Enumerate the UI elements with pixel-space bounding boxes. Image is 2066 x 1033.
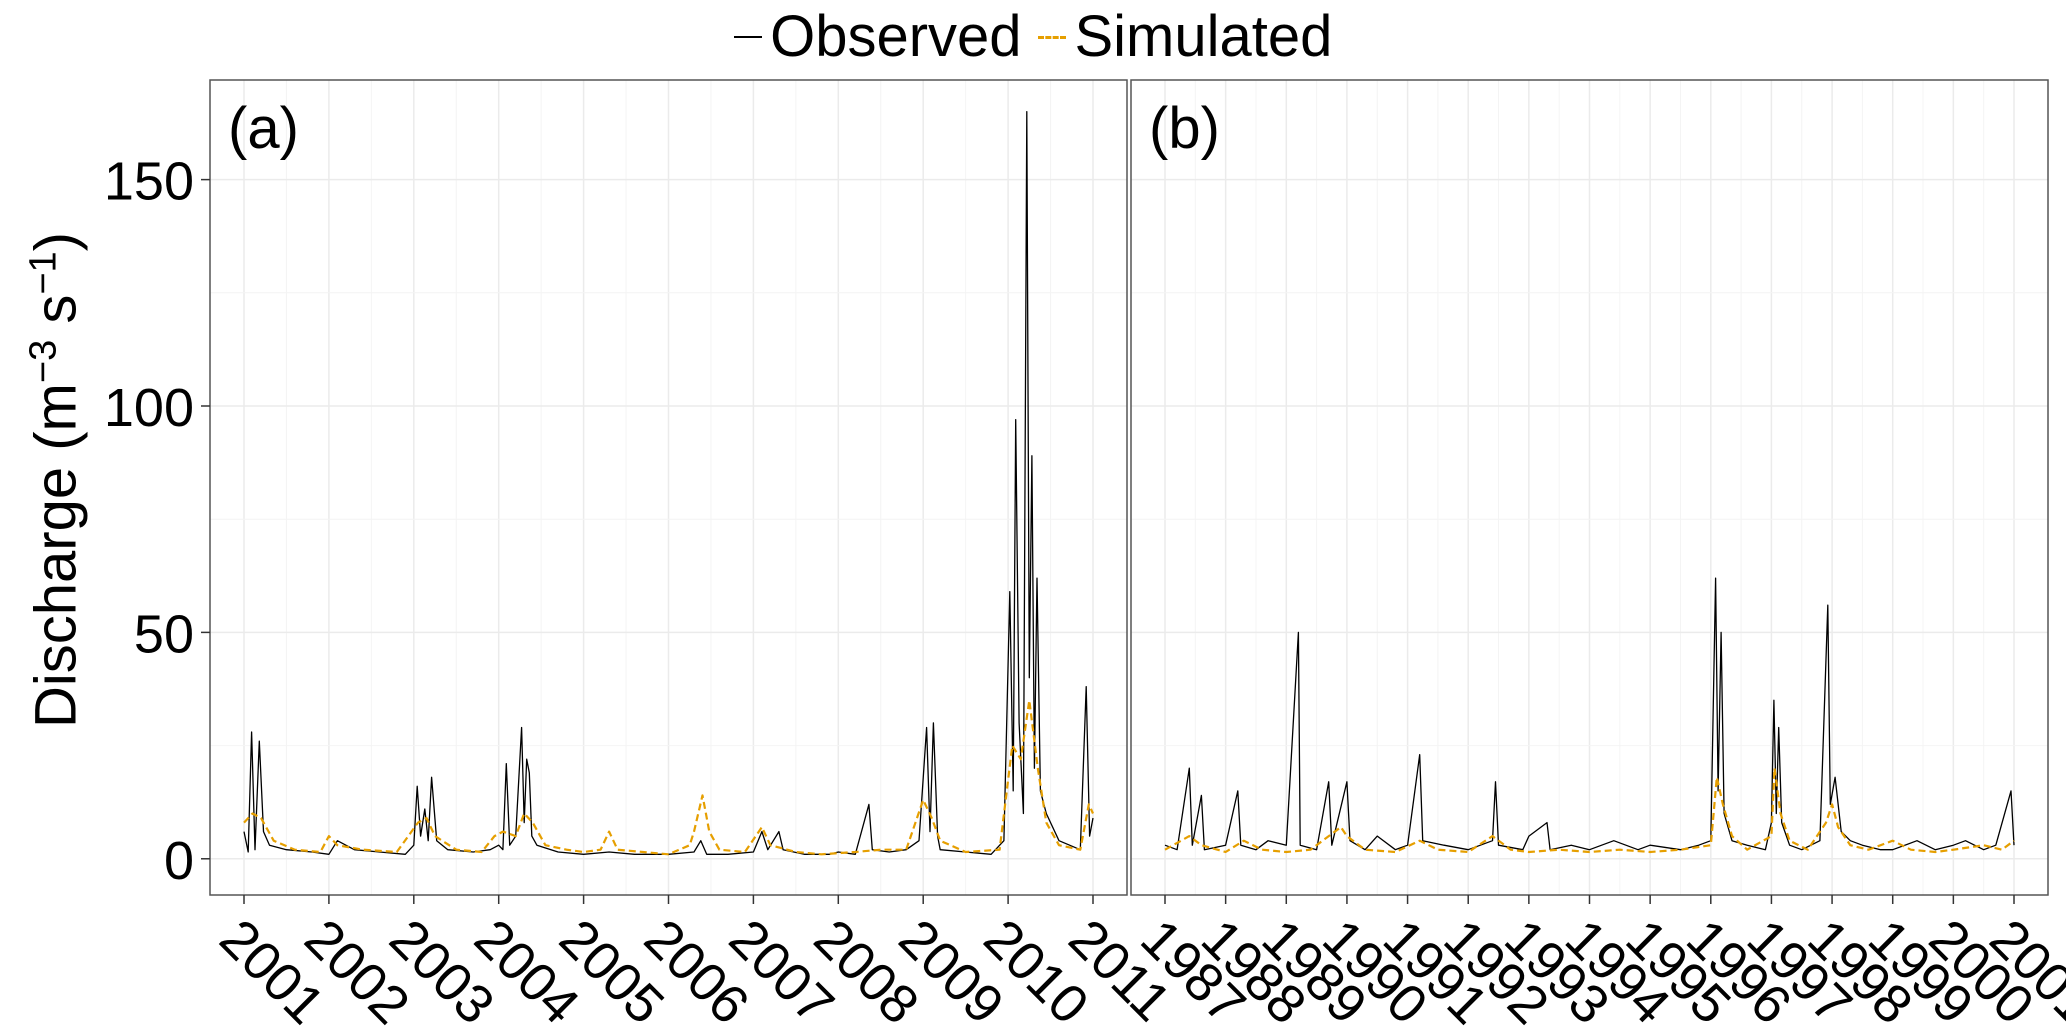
series-line-simulated — [243, 699, 1094, 856]
legend-item-simulated: Simulated — [1038, 4, 1332, 70]
panel-a: (a)0501001502001200220032004200520062007… — [104, 79, 1182, 1033]
series-line-simulated — [1164, 767, 2015, 854]
observed-legend-key — [733, 36, 762, 38]
panel-label: (a) — [228, 96, 299, 161]
y-tick-label: 50 — [134, 604, 194, 664]
y-tick-label: 0 — [164, 831, 194, 891]
legend: Observed Simulated — [0, 4, 2066, 70]
simulated-legend-label: Simulated — [1074, 4, 1333, 69]
legend-item-observed: Observed — [733, 4, 1022, 70]
simulated-legend-key — [1038, 35, 1066, 39]
series-line-observed — [243, 111, 1094, 855]
panel-b: (b)1987198819891990199119921993199419951… — [1129, 79, 2066, 1033]
y-tick-label: 150 — [104, 152, 194, 212]
observed-legend-label: Observed — [770, 4, 1022, 69]
panel-label: (b) — [1149, 96, 1220, 161]
y-tick-label: 100 — [104, 378, 194, 438]
series-line-observed — [1164, 577, 2015, 851]
